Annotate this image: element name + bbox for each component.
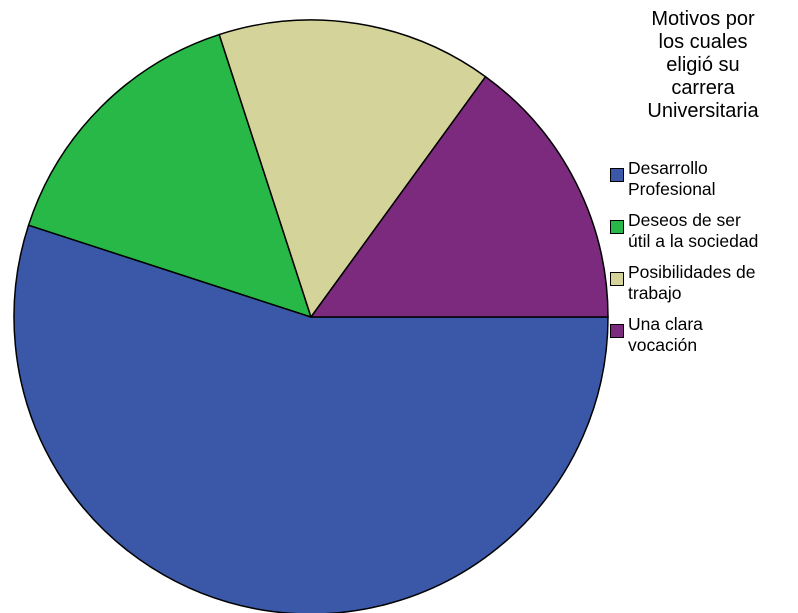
pie-slice-2 [27,33,312,318]
legend-item-deseos-de-ser-util: Deseos de ser útil a la sociedad [608,210,798,262]
pie-slice-3 [218,19,487,318]
legend: Desarrollo Profesional Deseos de ser úti… [608,158,798,366]
legend-title-line: Universitaria [647,100,759,122]
legend-swatch [610,168,624,182]
legend-label: Una clara vocación [628,314,703,356]
legend-title-line: Motivos por [651,8,755,30]
legend-label-line: Posibilidades de [628,262,756,282]
legend-swatch [610,272,624,286]
legend-label-line: Una clara [628,314,703,334]
legend-swatch [610,220,624,234]
legend-label-line: vocación [628,335,698,355]
legend-swatch [610,324,624,338]
legend-item-una-clara-vocacion: Una clara vocación [608,314,798,366]
pie-slice-1 [13,224,609,613]
legend-title-line: los cuales [658,31,748,53]
legend-label-line: trabajo [628,283,682,303]
legend-title: Motivos por los cuales eligió su carrera… [612,8,794,123]
legend-item-posibilidades-de-trabajo: Posibilidades de trabajo [608,262,798,314]
legend-label: Deseos de ser útil a la sociedad [628,210,758,252]
pie-slice-4 [310,75,609,318]
legend-label-line: útil a la sociedad [628,231,759,251]
legend-item-desarrollo-profesional: Desarrollo Profesional [608,158,798,210]
legend-label: Desarrollo Profesional [628,158,716,200]
legend-label-line: Desarrollo [628,158,708,178]
legend-title-line: carrera [671,77,735,99]
legend-title-line: eligió su [666,54,740,76]
legend-label: Posibilidades de trabajo [628,262,755,304]
legend-label-line: Deseos de ser [628,210,741,230]
legend-label-line: Profesional [628,179,716,199]
pie-chart [13,19,609,613]
